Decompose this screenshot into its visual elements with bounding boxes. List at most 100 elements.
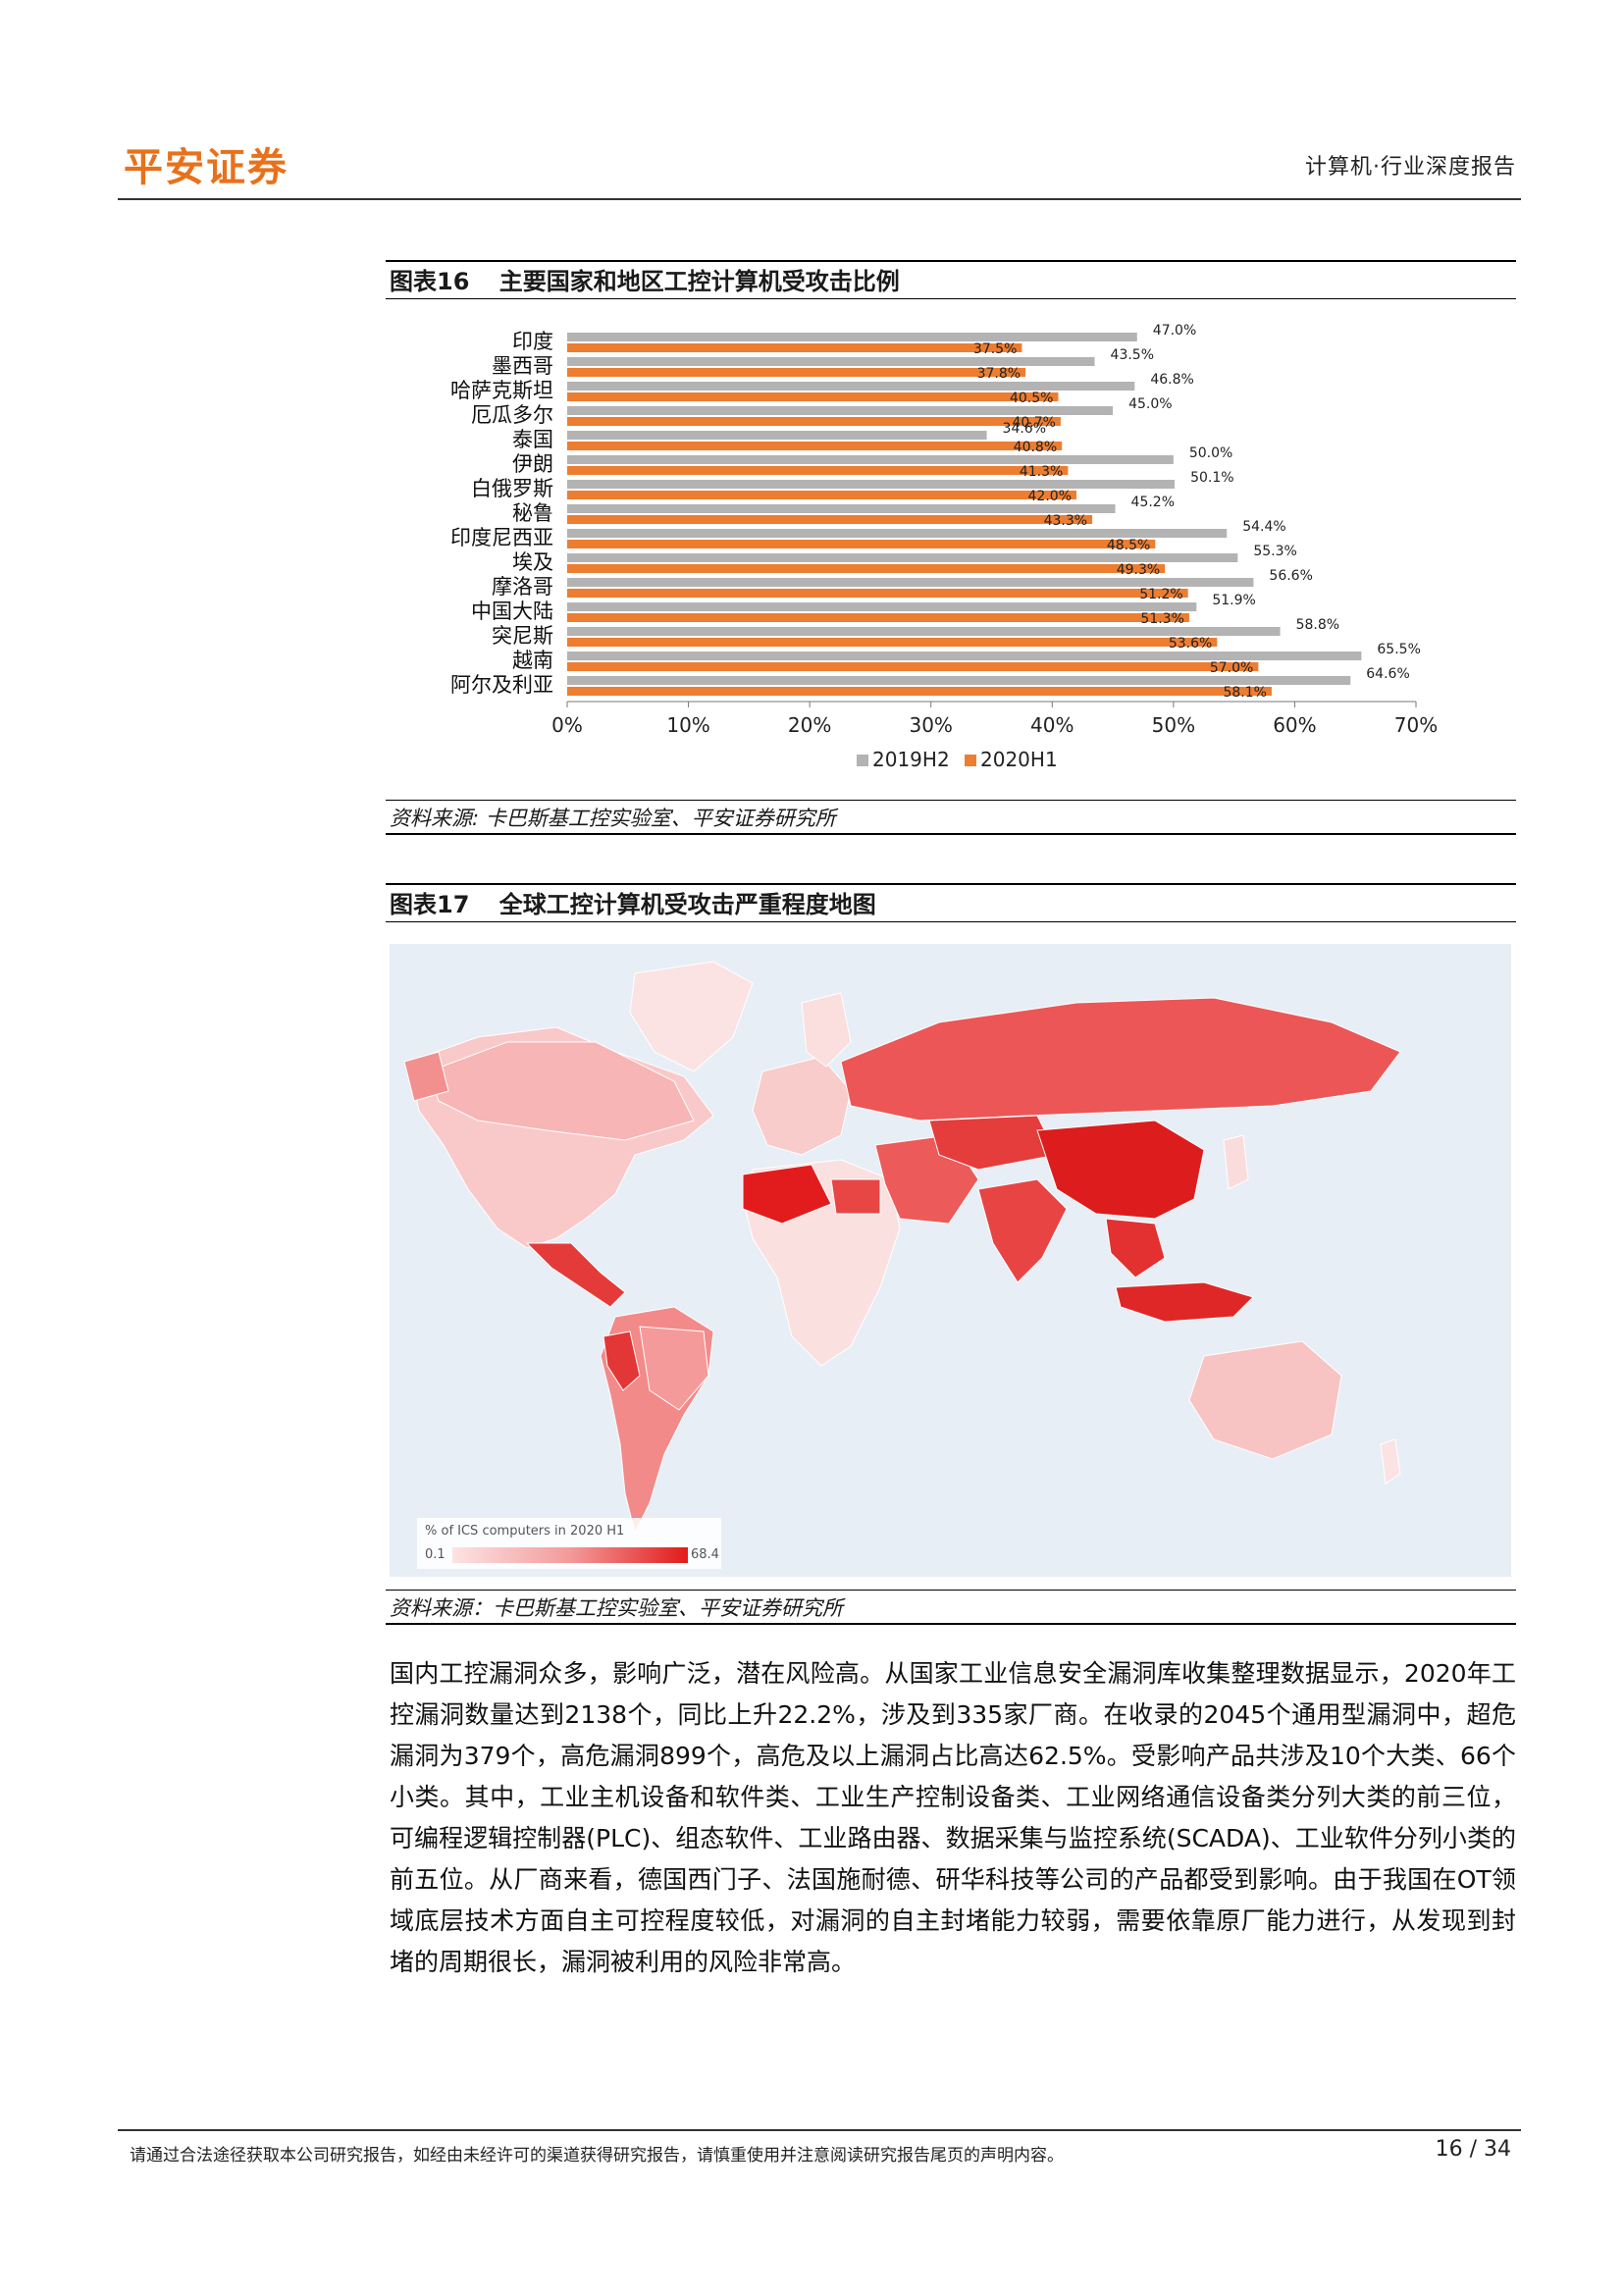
figure16-title-bar: 图表16 主要国家和地区工控计算机受攻击比例	[386, 260, 1516, 299]
page-number: 16 / 34	[1435, 2137, 1511, 2162]
bar-2020h1	[567, 564, 1166, 573]
x-tick-label: 30%	[909, 713, 952, 737]
data-label-2020h1: 37.5%	[973, 341, 1017, 357]
footer-divider	[118, 2129, 1521, 2131]
data-label-2019h2: 45.0%	[1128, 396, 1172, 412]
bar-2019h2	[567, 431, 987, 440]
data-label-2020h1: 40.8%	[1014, 440, 1057, 455]
bar-2019h2	[567, 333, 1137, 341]
bar-2020h1	[567, 442, 1063, 450]
legend-gradient	[452, 1547, 688, 1563]
category-label: 哈萨克斯坦	[450, 379, 553, 402]
data-label-2019h2: 56.6%	[1269, 568, 1312, 584]
bar-2019h2	[567, 455, 1174, 464]
data-label-2019h2: 50.0%	[1189, 445, 1232, 461]
indonesia-region	[1115, 1281, 1254, 1323]
world-map: % of ICS computers in 2020 H1 0.1 68.4	[390, 944, 1511, 1577]
bar-2020h1	[567, 466, 1069, 475]
attack-ratio-bar-chart: 印度 47.0% 37.5% 墨西哥 43.5% 37.8% 哈萨克斯坦 46.8% 40.5%…	[450, 324, 1438, 771]
data-label-2020h1: 41.3%	[1020, 464, 1063, 480]
north-africa-region	[742, 1164, 832, 1225]
body-paragraph: 国内工控漏洞众多，影响广泛，潜在风险高。从国家工业信息安全漏洞库收集整理数据显示…	[390, 1659, 1516, 1976]
canada-region	[428, 1041, 695, 1141]
footer-disclaimer: 请通过合法途径获取本公司研究报告，如经由未经许可的渠道获得研究报告，请慎重使用并…	[130, 2146, 1064, 2166]
category-label: 阿尔及利亚	[450, 673, 553, 697]
category-label: 埃及	[512, 550, 553, 574]
bar-2019h2	[567, 357, 1095, 366]
bar-2020h1	[567, 638, 1218, 647]
bar-2020h1	[567, 343, 1022, 352]
data-label-2019h2: 58.8%	[1296, 617, 1339, 633]
category-label: 伊朗	[512, 452, 553, 476]
india-region	[977, 1178, 1068, 1283]
legend-label-2020h1: 2020H1	[980, 748, 1058, 771]
figure16-label: 图表16	[390, 268, 470, 295]
mexico-region	[525, 1242, 626, 1308]
legend-max: 68.4	[691, 1547, 719, 1562]
data-label-2019h2: 54.4%	[1242, 519, 1285, 535]
bar-2020h1	[567, 540, 1156, 548]
bar-2019h2	[567, 504, 1116, 513]
bar-2019h2	[567, 382, 1135, 391]
brazil-region	[639, 1326, 709, 1411]
data-label-2020h1: 49.3%	[1117, 562, 1160, 578]
new-zealand-region	[1380, 1438, 1401, 1485]
bar-2020h1	[567, 368, 1026, 377]
greenland-region	[629, 961, 754, 1072]
data-label-2020h1: 42.0%	[1028, 489, 1072, 504]
legend-title: % of ICS computers in 2020 H1	[425, 1524, 625, 1539]
data-label-2019h2: 50.1%	[1190, 470, 1233, 486]
kazakhstan-region	[928, 1115, 1058, 1171]
category-label: 印度	[512, 330, 553, 353]
header-divider	[118, 198, 1521, 200]
x-tick-label: 20%	[788, 713, 831, 737]
bar-2020h1	[567, 417, 1061, 426]
category-label: 印度尼西亚	[450, 526, 553, 549]
category-label: 越南	[512, 649, 553, 672]
data-label-2020h1: 37.8%	[977, 366, 1021, 382]
egypt-region	[830, 1178, 881, 1215]
data-label-2019h2: 55.3%	[1253, 544, 1296, 559]
scandinavia-region	[801, 992, 852, 1068]
bar-2019h2	[567, 578, 1254, 587]
bar-2019h2	[567, 627, 1281, 636]
bar-2019h2	[567, 676, 1351, 685]
bar-2020h1	[567, 613, 1189, 622]
data-label-2020h1: 53.6%	[1169, 636, 1212, 652]
russia-region	[840, 997, 1401, 1122]
data-label-2019h2: 51.9%	[1212, 593, 1255, 608]
china-region	[1036, 1120, 1205, 1220]
data-label-2019h2: 65.5%	[1377, 642, 1420, 657]
figure16-title: 主要国家和地区工控计算机受攻击比例	[498, 268, 900, 295]
x-tick-label: 60%	[1273, 713, 1316, 737]
data-label-2019h2: 34.6%	[1003, 421, 1046, 437]
category-label: 中国大陆	[471, 600, 553, 623]
bar-2020h1	[567, 491, 1076, 499]
legend-label-2019h2: 2019H2	[872, 748, 950, 771]
data-label-2019h2: 64.6%	[1366, 666, 1409, 682]
bar-2020h1	[567, 662, 1259, 671]
brand-logo: 平安证券	[124, 145, 288, 190]
bar-2020h1	[567, 589, 1188, 598]
category-label: 秘鲁	[512, 501, 553, 525]
bar-2020h1	[567, 515, 1093, 524]
bar-2020h1	[567, 392, 1059, 401]
figure17-title-bar: 图表17 全球工控计算机受攻击严重程度地图	[386, 883, 1516, 922]
map-legend: % of ICS computers in 2020 H1 0.1 68.4	[417, 1518, 721, 1569]
australia-region	[1188, 1340, 1342, 1460]
bar-2019h2	[567, 553, 1238, 562]
category-label: 摩洛哥	[492, 575, 553, 599]
bar-2019h2	[567, 652, 1362, 660]
peru-region	[602, 1331, 641, 1391]
data-label-2020h1: 51.3%	[1140, 611, 1183, 627]
category-label: 白俄罗斯	[471, 477, 553, 500]
data-label-2020h1: 58.1%	[1223, 685, 1266, 701]
data-label-2019h2: 45.2%	[1131, 495, 1175, 510]
figure17-label: 图表17	[390, 891, 470, 918]
data-label-2019h2: 46.8%	[1150, 372, 1193, 388]
data-label-2020h1: 51.2%	[1139, 587, 1182, 602]
x-tick-label: 50%	[1152, 713, 1195, 737]
x-tick-label: 0%	[551, 713, 583, 737]
legend-swatch	[857, 755, 868, 766]
bar-2019h2	[567, 529, 1228, 538]
